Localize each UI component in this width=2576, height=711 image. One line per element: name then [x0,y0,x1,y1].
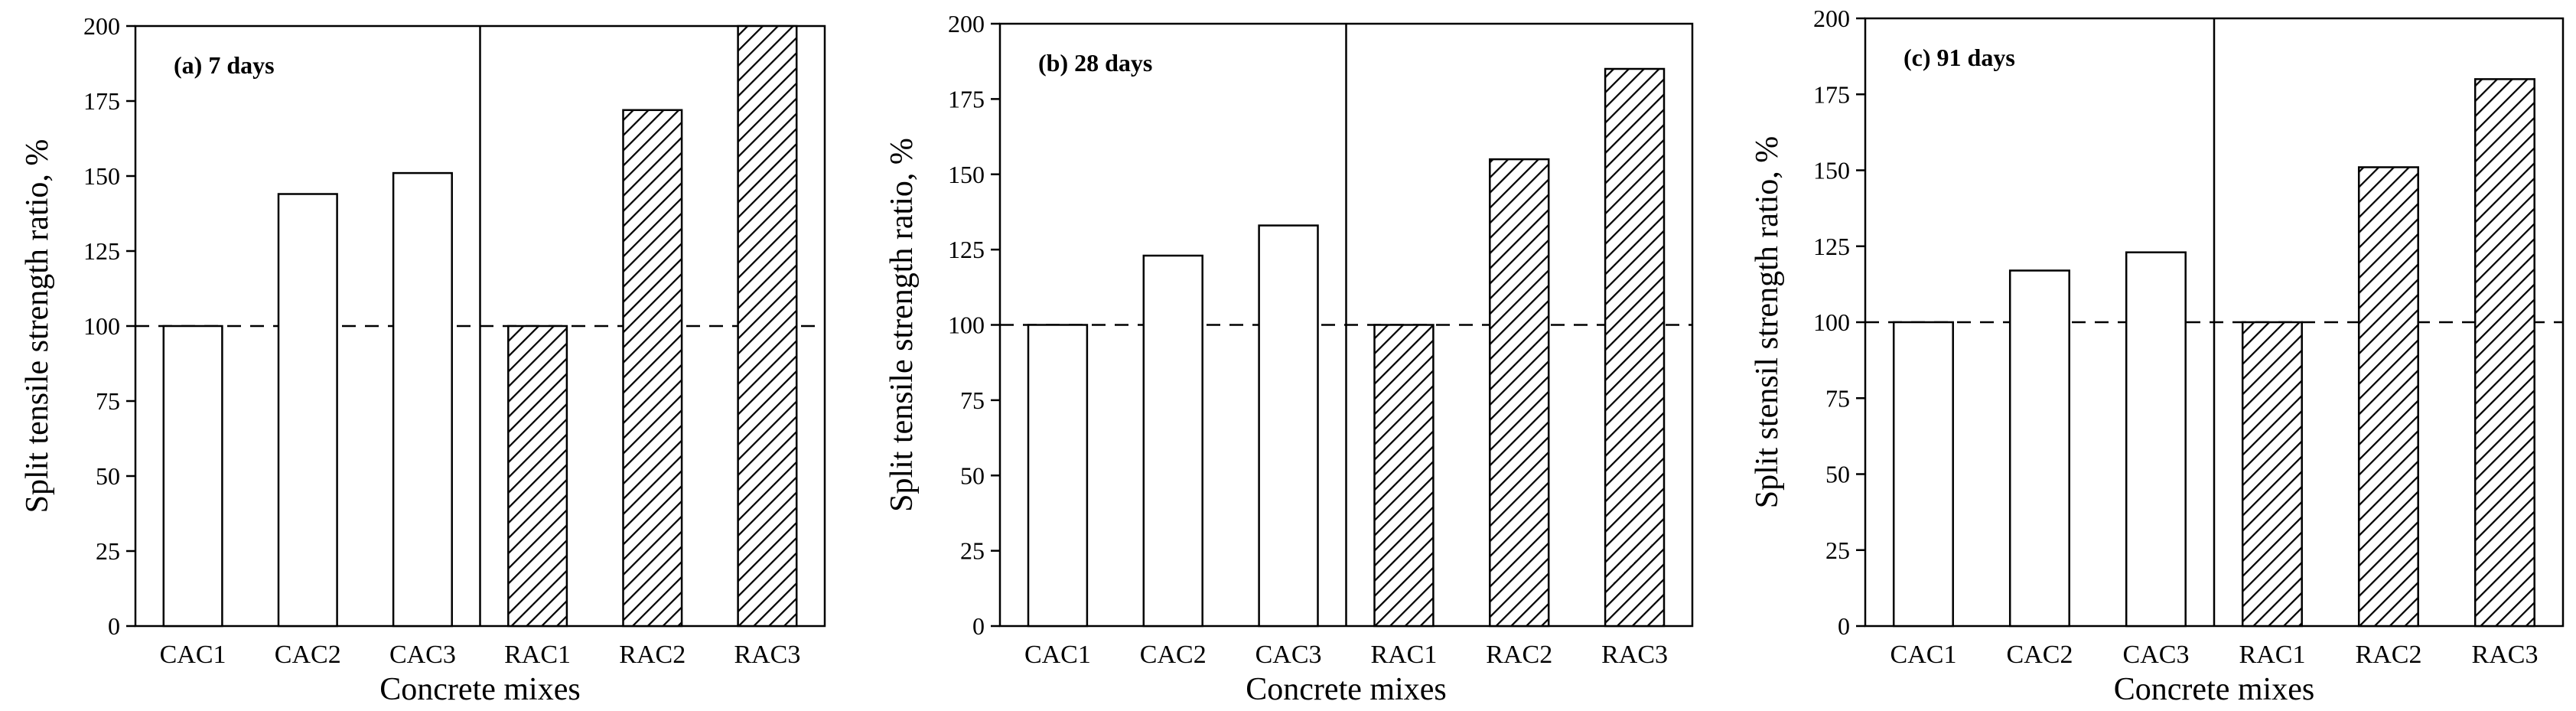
bar-cac2 [1142,254,1203,628]
chart-panel-28-days: 0 25 50 75 100 125 150 175 200 CAC1 CAC2 CAC3 RAC1 R… [884,10,1694,707]
y-tick-label: 125 [1813,233,1850,260]
x-axis-ticks: CAC1 CAC2 CAC3 RAC1 RAC2 RAC3 [1024,641,1668,669]
x-tick-label: RAC2 [619,641,686,669]
y-tick-label: 50 [96,462,120,490]
y-tick-label: 150 [1813,157,1850,184]
x-axis-ticks: CAC1 CAC2 CAC3 RAC1 RAC2 RAC3 [1890,641,2539,669]
bar-cac2 [277,193,338,628]
x-tick-label: RAC3 [2472,641,2539,669]
y-tick-label: 200 [83,12,120,40]
y-tick-label: 50 [1825,461,1850,488]
y-tick-label: 0 [1838,612,1850,640]
y-tick-label: 0 [108,612,120,640]
y-tick-label: 25 [1825,537,1850,564]
y-tick-label: 75 [960,386,985,414]
x-tick-label: CAC3 [2123,641,2190,669]
bar-rac2 [2357,166,2419,628]
bar-rac2 [622,109,683,628]
y-tick-label: 100 [948,311,985,339]
y-axis-ticks: 0 25 50 75 100 125 150 175 200 [83,12,135,640]
bar-cac3 [2125,251,2187,628]
bar-cac3 [392,171,453,628]
chart-panel-91-days: 0 25 50 75 100 125 150 175 200 CAC1 CAC2 CAC3 RAC1 R… [1750,5,2565,707]
y-tick-label: 125 [948,236,985,263]
y-tick-label: 175 [83,87,120,115]
bar-cac1 [1027,324,1089,628]
panel-label: (b) 28 days [1038,49,1152,77]
y-tick-label: 150 [948,161,985,188]
panel-label: (a) 7 days [174,51,275,79]
x-tick-label: CAC3 [389,641,456,669]
y-tick-label: 100 [83,312,120,340]
y-tick-label: 200 [948,10,985,38]
y-tick-label: 150 [83,162,120,190]
y-tick-label: 125 [83,237,120,265]
bar-rac1 [1373,324,1435,628]
y-tick-label: 200 [1813,5,1850,32]
y-tick-label: 175 [1813,80,1850,108]
y-axis-title: Split stensil strength ratio, % [1750,136,1785,508]
x-tick-label: RAC1 [504,641,571,669]
bar-cac1 [1892,321,1954,628]
x-axis-title: Concrete mixes [1246,672,1446,707]
y-tick-label: 100 [1813,308,1850,336]
x-axis-title: Concrete mixes [379,672,580,707]
x-tick-label: CAC2 [2007,641,2073,669]
y-tick-label: 50 [960,461,985,489]
x-tick-label: RAC3 [1601,641,1668,669]
y-tick-label: 0 [972,612,985,640]
bar-rac2 [1489,158,1550,628]
bars-group [162,24,798,628]
y-tick-label: 75 [1825,384,1850,412]
y-tick-label: 75 [96,387,120,415]
bar-rac3 [1604,67,1666,628]
x-tick-label: RAC2 [1486,641,1552,669]
x-tick-label: CAC3 [1255,641,1322,669]
chart-panel-7-days: 0 25 50 75 100 125 150 175 200 CAC1 CAC2 CAC3 RAC1 R… [20,12,826,707]
x-tick-label: CAC1 [1890,641,1957,669]
x-tick-label: CAC1 [1024,641,1091,669]
x-tick-label: CAC1 [160,641,226,669]
y-tick-label: 25 [960,537,985,565]
bars-group [1027,67,1666,628]
bars-group [1892,78,2535,628]
x-tick-label: RAC1 [2239,641,2306,669]
x-tick-label: RAC2 [2356,641,2422,669]
x-axis-ticks: CAC1 CAC2 CAC3 RAC1 RAC2 RAC3 [160,641,801,669]
bar-rac1 [2241,321,2303,628]
y-axis-title: Split tensile strength ratio, % [884,138,920,512]
bar-cac1 [162,325,223,628]
x-axis-title: Concrete mixes [2114,672,2314,707]
bar-rac1 [507,325,568,628]
x-tick-label: CAC2 [275,641,341,669]
y-axis-ticks: 0 25 50 75 100 125 150 175 200 [948,10,1000,640]
panel-label: (c) 91 days [1904,44,2015,71]
x-tick-label: CAC2 [1140,641,1207,669]
bar-rac3 [2473,78,2535,628]
y-axis-ticks: 0 25 50 75 100 125 150 175 200 [1813,5,1865,640]
y-tick-label: 25 [96,537,120,565]
bar-cac2 [2008,269,2070,628]
y-axis-title: Split tensile strength ratio, % [20,139,55,514]
bar-rac3 [737,24,798,628]
x-tick-label: RAC1 [1370,641,1437,669]
x-tick-label: RAC3 [734,641,800,669]
y-tick-label: 175 [948,85,985,113]
bar-cac3 [1258,224,1319,628]
